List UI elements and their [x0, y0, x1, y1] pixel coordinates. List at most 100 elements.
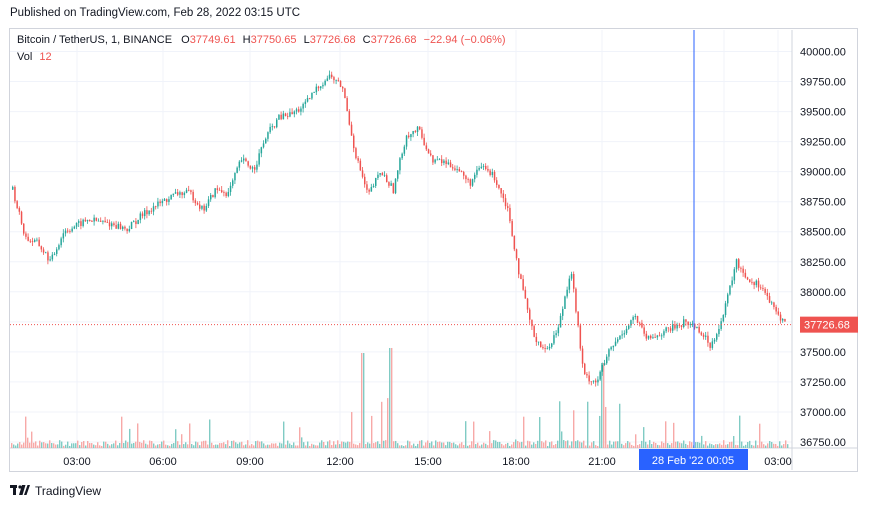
volume-bar [189, 423, 191, 448]
candle-body [449, 162, 452, 168]
candle-body [177, 192, 179, 195]
candle-body [221, 190, 223, 193]
candle-body [403, 146, 406, 154]
volume-bar [173, 443, 175, 448]
candle-body [236, 167, 238, 173]
volume-bar [123, 443, 125, 448]
candle-body [568, 278, 571, 290]
candle-body [478, 168, 480, 170]
candle-body [93, 217, 95, 222]
y-tick-label: 37500.00 [800, 347, 846, 359]
published-info: Published on TradingView.com, Feb 28, 20… [10, 7, 301, 19]
candle-body [361, 170, 364, 177]
candle-body [328, 74, 331, 79]
candle-body [317, 86, 320, 89]
candle-body [190, 190, 192, 192]
candle-body [309, 98, 311, 99]
candle-body [18, 208, 21, 212]
volume-bar [255, 441, 257, 448]
candle-body [315, 86, 318, 93]
chart-frame[interactable] [9, 28, 858, 472]
volume-bar [543, 442, 545, 448]
symbol-name[interactable]: Bitcoin / TetherUS, 1, BINANCE [17, 34, 173, 46]
volume-bar [699, 442, 701, 448]
candle-body [465, 175, 467, 180]
candle-body [207, 199, 210, 206]
volume-bar [645, 441, 647, 448]
y-tick-label: 38000.00 [800, 287, 846, 299]
volume-bar [129, 428, 131, 448]
volume-bar [317, 445, 319, 448]
volume-bar [377, 441, 379, 448]
volume-bar [541, 441, 543, 448]
volume-bar [421, 440, 423, 448]
candle-body [511, 221, 513, 236]
candle-body [392, 183, 395, 194]
y-tick-label: 39500.00 [800, 107, 846, 119]
candle-body [254, 167, 256, 170]
volume-bar [235, 442, 237, 448]
volume-bar [521, 441, 523, 448]
volume-bar [259, 441, 261, 448]
candle-body [82, 219, 84, 226]
candle-body [370, 187, 373, 192]
volume-bar [91, 443, 93, 448]
volume-bar [497, 441, 499, 448]
candle-body [36, 239, 38, 241]
volume-bar [101, 445, 103, 448]
candle-body [161, 200, 164, 204]
candle-body [700, 332, 703, 335]
candle-body [381, 173, 384, 176]
volume-bar [781, 445, 783, 448]
volume-bar [643, 427, 645, 448]
volume-bar [367, 442, 369, 448]
volume-bar [627, 441, 629, 448]
volume-bar [241, 441, 243, 448]
y-tick-label: 40000.00 [800, 47, 846, 59]
volume-bar [299, 427, 301, 448]
volume-bar [159, 444, 161, 448]
volume-bar [47, 443, 49, 448]
candle-body [641, 322, 643, 328]
candle-body [34, 239, 36, 242]
volume-bar [765, 445, 767, 448]
candle-body [126, 228, 128, 232]
candle-body [546, 348, 549, 350]
tradingview-brand[interactable]: TradingView [10, 484, 101, 498]
candle-body [350, 124, 353, 136]
volume-bar [131, 443, 133, 448]
volume-bar [109, 445, 111, 448]
volume-bar [275, 443, 277, 448]
candle-body [287, 116, 289, 117]
volume-bar [465, 421, 467, 448]
candle-body [247, 161, 249, 166]
candle-body [172, 193, 175, 196]
candle-body [427, 149, 430, 154]
volume-bar [621, 443, 623, 448]
candle-body [271, 126, 274, 128]
candle-body [658, 335, 661, 337]
candle-body [485, 166, 487, 170]
candle-body [300, 108, 302, 112]
volume-bar [93, 444, 95, 448]
volume-bar [575, 441, 577, 448]
candle-body [676, 324, 678, 329]
volume-bar [309, 445, 311, 448]
volume-bar [607, 444, 609, 448]
volume-bar [347, 441, 349, 448]
candle-body [625, 328, 628, 334]
volume-bar [361, 353, 363, 448]
volume-bar [97, 442, 99, 448]
volume-bar [385, 440, 387, 448]
candle-body [185, 189, 188, 193]
volume-bar [689, 441, 691, 448]
volume-bar [707, 445, 709, 448]
volume-bar [555, 443, 557, 448]
volume-bar [243, 445, 245, 448]
candle-body [212, 195, 214, 198]
volume-bar [619, 403, 621, 448]
volume-bar [151, 441, 153, 448]
candle-body [588, 375, 590, 382]
volume-bar [139, 441, 141, 448]
